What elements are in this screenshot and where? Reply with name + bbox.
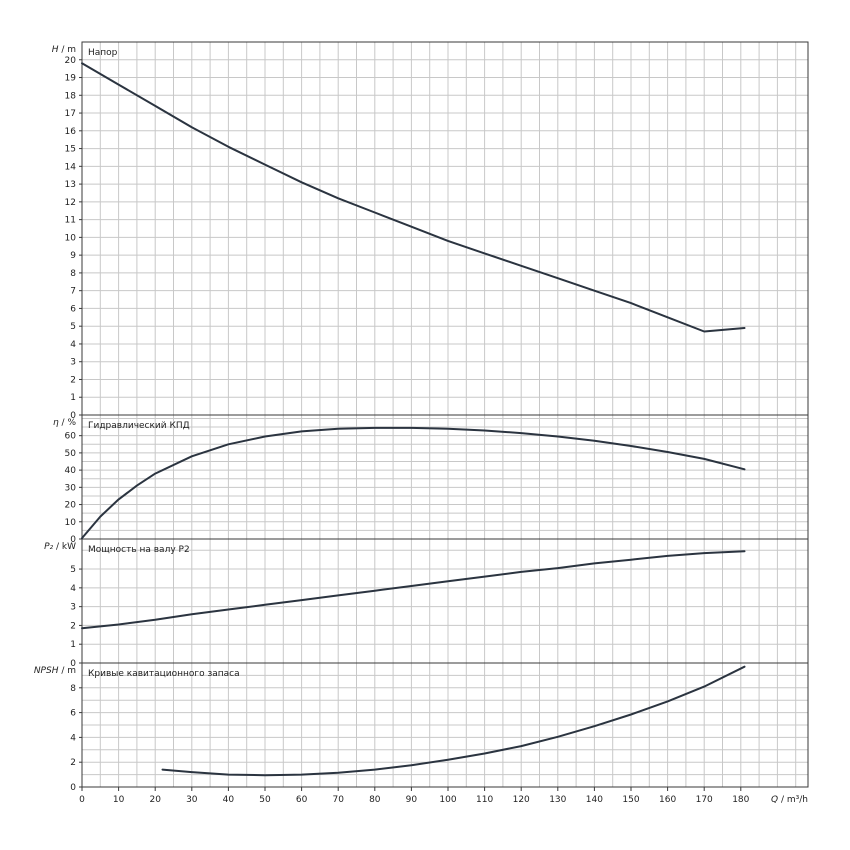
y-tick-label: 20	[65, 56, 77, 66]
y-tick-label: 13	[65, 180, 76, 190]
panel-title-head: Напор	[88, 48, 118, 58]
x-tick-label: 70	[332, 795, 344, 805]
y-tick-label: 8	[70, 269, 76, 279]
x-tick-label: 60	[296, 795, 308, 805]
y-tick-label: 2	[70, 621, 76, 631]
x-tick-label: 150	[622, 795, 639, 805]
y-tick-label: 4	[70, 733, 76, 743]
y-tick-label: 4	[70, 584, 76, 594]
panel-frame-efficiency	[81, 414, 809, 540]
curves	[81, 62, 746, 777]
y-tick-label: 0	[70, 411, 76, 421]
y-tick-label: 15	[65, 145, 76, 155]
y-tick-label: 18	[65, 91, 77, 101]
x-tick-label: 80	[369, 795, 381, 805]
y-tick-label: 9	[70, 251, 76, 261]
y-tick-label: 30	[65, 483, 77, 493]
y-tick-label: 17	[65, 109, 76, 119]
y-axis-unit: / kW	[53, 542, 76, 552]
y-tick-label: 10	[65, 518, 77, 528]
y-tick-label: 1	[70, 640, 76, 650]
x-tick-label: 90	[406, 795, 418, 805]
y-tick-label: 7	[70, 287, 76, 297]
x-axis-label: Q / m³/h	[771, 795, 808, 805]
x-tick-label: 180	[732, 795, 749, 805]
x-tick-label: 160	[659, 795, 676, 805]
panel-frame-head	[81, 41, 809, 416]
x-tick-label: 100	[439, 795, 456, 805]
curve-efficiency	[81, 426, 746, 540]
chart-frame	[79, 41, 809, 791]
y-axis-unit: / m	[58, 45, 76, 55]
y-tick-label: 8	[70, 684, 76, 694]
x-axis-unit: / m³/h	[778, 795, 808, 805]
y-tick-label: 4	[70, 340, 76, 350]
y-axis-variable: P₂	[44, 542, 53, 552]
y-tick-label: 16	[65, 127, 77, 137]
y-axis-variable: η	[53, 418, 59, 428]
y-tick-label: 1	[70, 393, 76, 403]
panel-title-efficiency: Гидравлический КПД	[88, 421, 190, 431]
y-tick-label: 14	[65, 162, 77, 172]
y-tick-label: 3	[70, 358, 76, 368]
x-tick-label: 120	[513, 795, 530, 805]
x-tick-label: 130	[549, 795, 566, 805]
x-tick-label: 50	[259, 795, 271, 805]
x-tick-label: 20	[149, 795, 161, 805]
x-tick-label: 170	[696, 795, 713, 805]
y-tick-label: 10	[65, 233, 77, 243]
curve-npsh	[161, 665, 746, 777]
y-tick-label: 3	[70, 603, 76, 613]
y-tick-label: 11	[65, 216, 76, 226]
y-tick-label: 60	[65, 432, 77, 442]
y-tick-label: 5	[70, 322, 76, 332]
panel-frame-npsh	[81, 662, 809, 788]
y-tick-label: 50	[65, 449, 77, 459]
y-tick-label: 0	[70, 659, 76, 669]
y-tick-label: 20	[65, 501, 77, 511]
y-axis-variable: H	[52, 45, 59, 55]
y-tick-label: 40	[65, 466, 77, 476]
y-tick-label: 0	[70, 783, 76, 793]
y-tick-label: 5	[70, 565, 76, 575]
y-axis-label-power: P₂ / kW	[44, 542, 76, 552]
x-tick-label: 110	[476, 795, 493, 805]
x-tick-label: 40	[223, 795, 235, 805]
y-tick-label: 0	[70, 535, 76, 545]
y-tick-label: 12	[65, 198, 76, 208]
x-tick-label: 30	[186, 795, 198, 805]
panel-title-npsh: Кривые кавитационного запаса	[88, 669, 240, 679]
x-tick-label: 0	[79, 795, 85, 805]
panel-title-power: Мощность на валу P2	[88, 545, 190, 555]
y-axis-unit: / %	[59, 418, 77, 428]
y-axis-variable: NPSH	[34, 666, 59, 676]
curve-head	[81, 62, 746, 333]
y-axis-label-efficiency: η / %	[53, 418, 76, 428]
y-tick-label: 6	[70, 304, 76, 314]
curve-power	[81, 550, 746, 630]
y-tick-label: 2	[70, 758, 76, 768]
y-tick-label: 19	[65, 74, 77, 84]
y-axis-unit: / m	[58, 666, 76, 676]
y-axis-label-head: H / m	[52, 45, 76, 55]
y-tick-label: 2	[70, 375, 76, 385]
x-tick-label: 140	[586, 795, 603, 805]
x-tick-label: 10	[113, 795, 125, 805]
x-axis-variable: Q	[771, 795, 778, 805]
y-tick-label: 6	[70, 709, 76, 719]
y-axis-label-npsh: NPSH / m	[34, 666, 76, 676]
